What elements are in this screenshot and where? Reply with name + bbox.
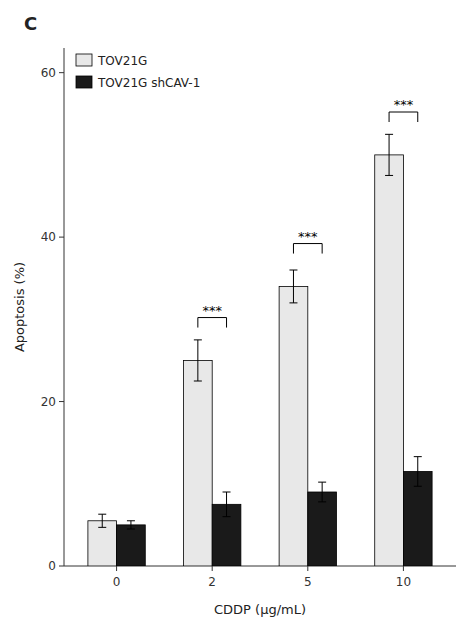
- x-tick: [212, 566, 213, 571]
- annotation: ***: [202, 303, 222, 318]
- bar: [88, 521, 117, 566]
- error-bar: [223, 492, 231, 517]
- error-cap: [194, 381, 202, 382]
- error-cap: [223, 492, 231, 493]
- error-cap: [289, 302, 297, 303]
- error-cap: [414, 456, 422, 457]
- plot-area: [88, 112, 432, 566]
- y-tick-label: 0: [48, 559, 56, 573]
- significance-bracket: [198, 318, 227, 328]
- error-cap: [289, 270, 297, 271]
- x-tick: [403, 566, 404, 571]
- error-cap: [385, 134, 393, 135]
- error-stem: [197, 340, 198, 381]
- legend-label: TOV21G: [97, 54, 147, 68]
- x-tick-label: 0: [113, 575, 121, 589]
- bar: [375, 155, 404, 566]
- y-axis-label: Apoptosis (%): [12, 262, 27, 352]
- y-tick-label: 40: [41, 230, 56, 244]
- error-cap: [318, 482, 326, 483]
- error-stem: [226, 492, 227, 517]
- legend-label: TOV21G shCAV-1: [97, 76, 200, 90]
- annotation: ***: [298, 229, 318, 244]
- legend: TOV21G TOV21G shCAV-1: [76, 54, 200, 90]
- y-tick-label: 60: [41, 66, 56, 80]
- error-stem: [293, 270, 294, 303]
- error-bar: [98, 514, 106, 527]
- error-bar: [318, 482, 326, 502]
- error-bar: [289, 270, 297, 303]
- y-tick: [59, 72, 64, 73]
- significance-bracket: [389, 112, 418, 122]
- error-stem: [417, 457, 418, 487]
- y-tick: [59, 237, 64, 238]
- x-tick: [116, 566, 117, 571]
- error-stem: [130, 521, 131, 529]
- error-stem: [102, 514, 103, 527]
- significance-bracket: [293, 244, 322, 254]
- error-bar: [385, 134, 393, 175]
- legend-swatch: [76, 54, 92, 66]
- error-cap: [127, 529, 135, 530]
- title: C: [24, 13, 37, 34]
- error-cap: [414, 486, 422, 487]
- error-stem: [389, 134, 390, 175]
- error-bar: [414, 457, 422, 487]
- error-stem: [322, 482, 323, 502]
- y-tick-label: 20: [41, 395, 56, 409]
- x-tick-label: 2: [208, 575, 216, 589]
- x-axis-label: CDDP (μg/mL): [214, 602, 306, 617]
- error-cap: [98, 527, 106, 528]
- error-cap: [223, 516, 231, 517]
- bar: [279, 286, 308, 566]
- error-bar: [127, 521, 135, 529]
- y-axis-line: [64, 48, 65, 566]
- bar: [184, 360, 213, 566]
- bar: [308, 492, 337, 566]
- x-tick-label: 10: [396, 575, 411, 589]
- y-tick: [59, 401, 64, 402]
- error-cap: [127, 520, 135, 521]
- x-tick: [307, 566, 308, 571]
- x-tick-label: 5: [304, 575, 312, 589]
- chart: C 0 20 40 60 Apoptosis (%) 0 2 5 10 CDDP (μg/mL) **…: [0, 0, 474, 632]
- error-cap: [98, 514, 106, 515]
- bar: [117, 525, 146, 566]
- annotation: ***: [394, 97, 414, 112]
- error-bar: [194, 340, 202, 381]
- error-cap: [385, 175, 393, 176]
- error-cap: [194, 339, 202, 340]
- legend-swatch: [76, 76, 92, 88]
- error-cap: [318, 501, 326, 502]
- y-tick: [59, 566, 64, 567]
